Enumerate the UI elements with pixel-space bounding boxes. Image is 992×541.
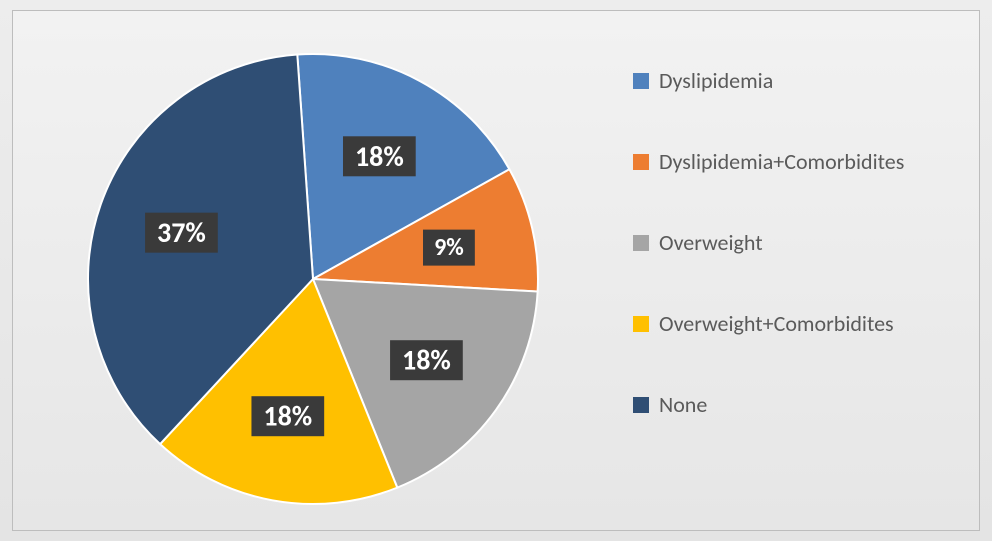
legend-label: Dyslipidemia [659, 67, 773, 94]
legend-item-none: None [633, 391, 973, 418]
legend-label: Overweight [659, 229, 763, 256]
legend-label: Overweight+Comorbidites [659, 310, 894, 337]
legend-item-overweight: Overweight [633, 229, 973, 256]
pie-label-text: 37% [157, 215, 206, 250]
legend-swatch [633, 235, 649, 251]
legend-swatch [633, 154, 649, 170]
legend-swatch [633, 73, 649, 89]
pie-label-text: 9% [434, 233, 464, 262]
legend: Dyslipidemia Dyslipidemia+Comorbidites O… [633, 67, 973, 472]
pie-label-text: 18% [355, 139, 404, 174]
chart-frame: 18% 9% 18% 18% 37% Dyslipidemia Dyslipidemia… [12, 10, 980, 531]
pie-label-text: 18% [402, 343, 451, 378]
pie-label-text: 18% [263, 399, 312, 434]
legend-item-dyslipidemia: Dyslipidemia [633, 67, 973, 94]
pie-chart: 18% 9% 18% 18% 37% [83, 49, 543, 509]
legend-swatch [633, 397, 649, 413]
legend-label: None [659, 391, 707, 418]
legend-item-dyslipidemia-comorbidites: Dyslipidemia+Comorbidites [633, 148, 973, 175]
legend-item-overweight-comorbidites: Overweight+Comorbidites [633, 310, 973, 337]
pie-svg: 18% 9% 18% 18% 37% [83, 49, 543, 509]
legend-swatch [633, 316, 649, 332]
legend-label: Dyslipidemia+Comorbidites [659, 148, 904, 175]
